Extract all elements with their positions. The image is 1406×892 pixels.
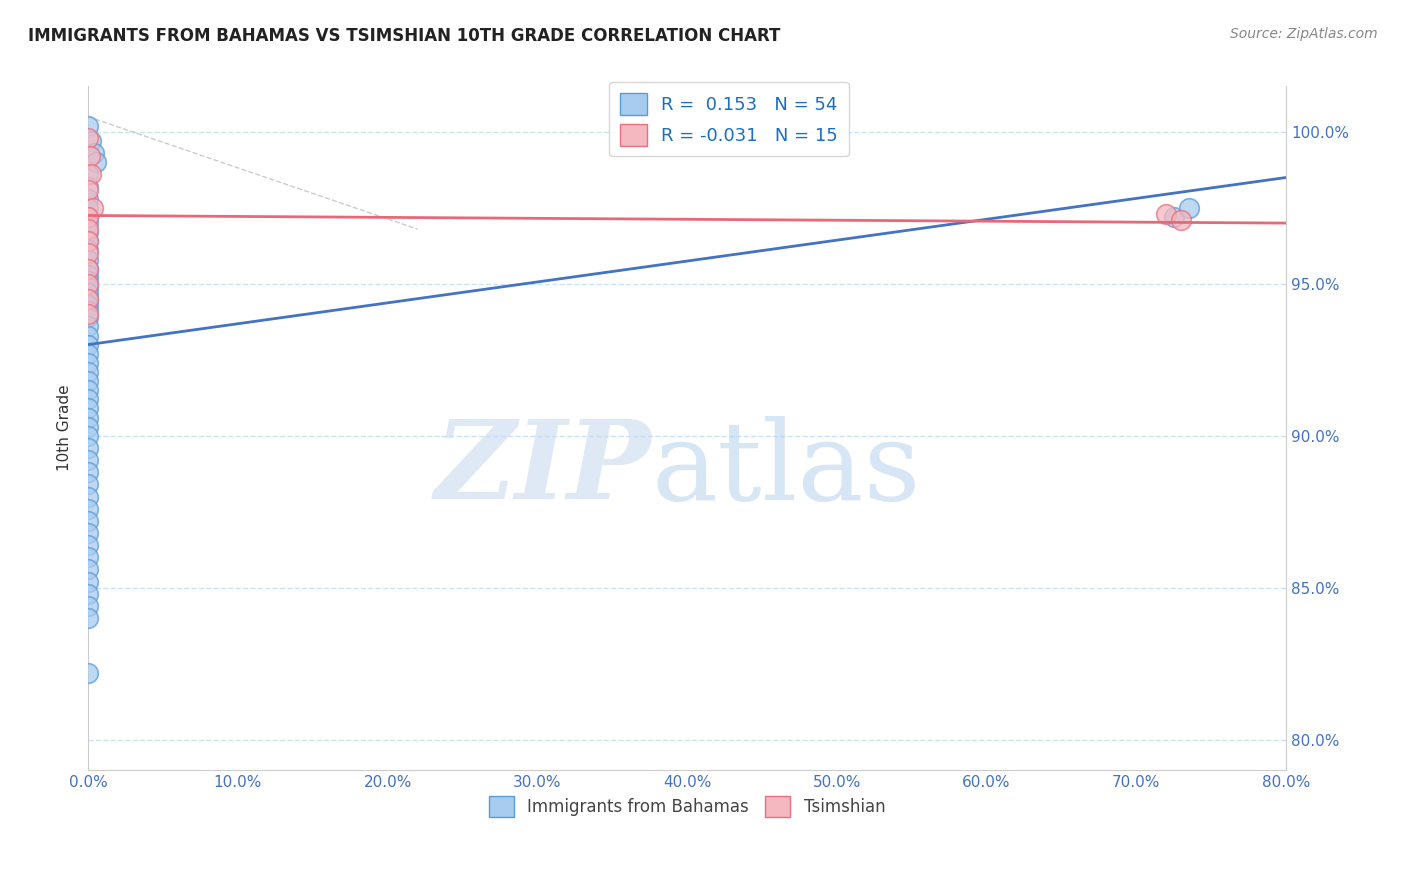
Point	[83, 146, 105, 161]
Point	[77, 201, 100, 215]
Text: IMMIGRANTS FROM BAHAMAS VS TSIMSHIAN 10TH GRADE CORRELATION CHART: IMMIGRANTS FROM BAHAMAS VS TSIMSHIAN 10T…	[28, 27, 780, 45]
Point	[77, 392, 100, 407]
Point	[77, 599, 100, 613]
Point	[1163, 210, 1185, 224]
Point	[77, 252, 100, 267]
Point	[77, 337, 100, 351]
Point	[79, 149, 101, 163]
Legend: Immigrants from Bahamas, Tsimshian: Immigrants from Bahamas, Tsimshian	[482, 789, 891, 823]
Point	[77, 441, 100, 455]
Point	[77, 453, 100, 467]
Point	[77, 261, 100, 276]
Point	[77, 285, 100, 300]
Point	[77, 222, 100, 236]
Point	[77, 119, 100, 133]
Point	[77, 310, 100, 325]
Point	[77, 292, 100, 306]
Point	[77, 277, 100, 291]
Point	[77, 274, 100, 288]
Point	[77, 183, 100, 197]
Point	[77, 501, 100, 516]
Point	[77, 192, 100, 206]
Point	[77, 210, 100, 224]
Point	[77, 538, 100, 552]
Point	[77, 374, 100, 388]
Text: atlas: atlas	[651, 416, 921, 523]
Point	[77, 550, 100, 565]
Point	[80, 168, 103, 182]
Point	[77, 268, 100, 282]
Point	[77, 244, 100, 258]
Point	[77, 225, 100, 239]
Point	[77, 319, 100, 334]
Point	[77, 298, 100, 312]
Point	[1177, 201, 1199, 215]
Point	[77, 356, 100, 370]
Point	[77, 365, 100, 379]
Y-axis label: 10th Grade: 10th Grade	[58, 384, 72, 472]
Point	[77, 562, 100, 576]
Point	[80, 134, 103, 148]
Text: Source: ZipAtlas.com: Source: ZipAtlas.com	[1230, 27, 1378, 41]
Point	[77, 429, 100, 443]
Point	[77, 611, 100, 625]
Point	[77, 401, 100, 416]
Point	[77, 216, 100, 230]
Point	[77, 235, 100, 249]
Point	[77, 514, 100, 528]
Point	[77, 574, 100, 589]
Point	[77, 526, 100, 541]
Point	[84, 155, 107, 169]
Point	[77, 347, 100, 361]
Point	[77, 246, 100, 260]
Point	[77, 410, 100, 425]
Point	[77, 328, 100, 343]
Point	[82, 201, 104, 215]
Point	[77, 587, 100, 601]
Point	[77, 665, 100, 680]
Point	[77, 419, 100, 434]
Point	[77, 280, 100, 294]
Point	[1170, 213, 1192, 227]
Point	[77, 292, 100, 306]
Point	[77, 307, 100, 321]
Point	[77, 261, 100, 276]
Point	[77, 477, 100, 491]
Point	[1154, 207, 1177, 221]
Point	[77, 210, 100, 224]
Point	[77, 168, 100, 182]
Point	[77, 179, 100, 194]
Point	[77, 383, 100, 397]
Point	[77, 235, 100, 249]
Point	[77, 131, 100, 145]
Point	[77, 490, 100, 504]
Point	[77, 465, 100, 479]
Point	[77, 304, 100, 318]
Text: ZIP: ZIP	[434, 416, 651, 523]
